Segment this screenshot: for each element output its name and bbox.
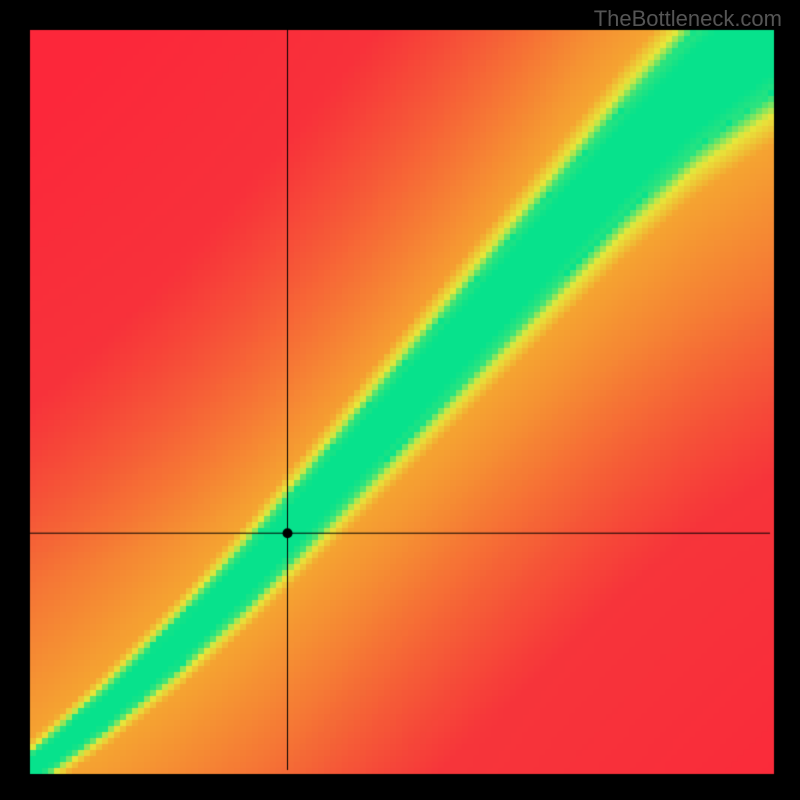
chart-container: TheBottleneck.com <box>0 0 800 800</box>
watermark-text: TheBottleneck.com <box>594 6 782 32</box>
bottleneck-heatmap-canvas <box>0 0 800 800</box>
